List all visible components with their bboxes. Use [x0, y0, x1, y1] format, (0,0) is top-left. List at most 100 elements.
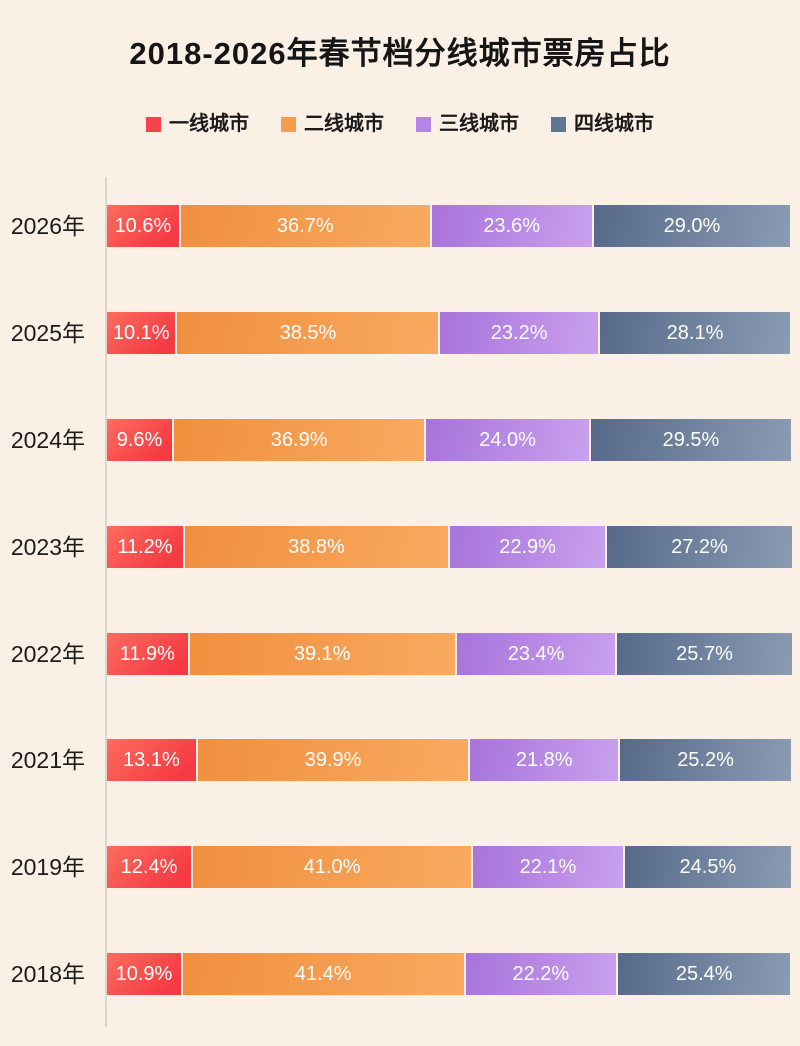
bar-rows: 2026年 10.6% 36.7% 23.6% 29.0% 2025年 10.1% 38.5%… — [11, 177, 797, 1032]
segment-value-label: 36.9% — [270, 428, 328, 451]
segment-value-label: 13.1% — [123, 749, 180, 772]
bar-segment-tier4: 25.4% — [618, 953, 791, 996]
segment-value-label: 41.0% — [303, 856, 361, 879]
segment-value-label: 27.2% — [671, 535, 728, 558]
year-label: 2019年 — [10, 854, 85, 881]
chart-row: 2025年 10.1% 38.5% 23.2% 28.1% — [11, 284, 797, 391]
legend-item-tier1: 一线城市 — [146, 114, 249, 134]
bar-segment-tier3: 21.8% — [470, 739, 619, 782]
bar-segment-tier2: 36.9% — [174, 418, 425, 461]
segment-value-label: 22.9% — [499, 535, 556, 558]
stacked-bar: 9.6% 36.9% 24.0% 29.5% — [107, 418, 791, 461]
chart-row: 2026年 10.6% 36.7% 23.6% 29.0% — [11, 177, 797, 284]
bar-segment-tier1: 11.9% — [107, 632, 188, 675]
segment-value-label: 22.1% — [519, 856, 577, 879]
segment-value-label: 38.5% — [279, 321, 337, 344]
year-label: 2022年 — [10, 640, 85, 667]
bar-segment-tier1: 10.1% — [107, 311, 176, 354]
bar-segment-tier1: 9.6% — [107, 418, 173, 461]
bar-segment-tier1: 10.9% — [107, 953, 181, 996]
chart-row: 2024年 9.6% 36.9% 24.0% 29.5% — [11, 391, 797, 498]
bar-segment-tier2: 36.7% — [180, 205, 430, 247]
chart-title: 2018-2026年春节档分线城市票房占比 — [129, 36, 671, 71]
bar-segment-tier3: 22.9% — [449, 525, 606, 568]
year-label: 2024年 — [10, 426, 85, 453]
bar-segment-tier4: 25.2% — [620, 739, 791, 782]
segment-value-label: 39.9% — [304, 749, 362, 772]
legend: 一线城市 二线城市 三线城市 四线城市 — [0, 114, 800, 134]
year-label: 2018年 — [10, 961, 85, 988]
bar-segment-tier3: 23.4% — [456, 632, 616, 675]
segment-value-label: 36.7% — [276, 215, 334, 237]
bar-segment-tier2: 41.0% — [193, 846, 472, 889]
segment-value-label: 22.2% — [512, 963, 570, 986]
segment-value-label: 25.4% — [675, 963, 733, 986]
segment-value-label: 10.9% — [115, 963, 173, 986]
segment-value-label: 10.6% — [114, 215, 172, 237]
year-label: 2023年 — [10, 533, 85, 560]
stacked-bar: 13.1% 39.9% 21.8% 25.2% — [107, 739, 791, 782]
bar-segment-tier2: 41.4% — [182, 953, 464, 996]
segment-value-label: 39.1% — [293, 642, 351, 665]
year-label: 2026年 — [10, 213, 85, 239]
bar-segment-tier1: 13.1% — [107, 739, 196, 782]
chart-row: 2022年 11.9% 39.1% 23.4% 25.7% — [11, 605, 797, 712]
legend-item-tier4: 四线城市 — [551, 114, 654, 134]
segment-value-label: 38.8% — [288, 535, 345, 558]
bar-segment-tier1: 11.2% — [107, 525, 183, 568]
stacked-bar: 11.9% 39.1% 23.4% 25.7% — [107, 632, 792, 675]
segment-value-label: 28.1% — [666, 321, 724, 344]
bar-segment-tier3: 24.0% — [426, 418, 589, 461]
segment-value-label: 21.8% — [515, 749, 573, 772]
segment-value-label: 24.5% — [679, 856, 737, 879]
legend-item-tier2: 二线城市 — [281, 114, 384, 134]
legend-label: 一线城市 — [169, 113, 249, 135]
segment-value-label: 29.5% — [662, 428, 720, 451]
segment-value-label: 9.6% — [116, 428, 163, 451]
stacked-bar: 10.6% 36.7% 23.6% 29.0% — [107, 205, 791, 247]
plot-area: 2026年 10.6% 36.7% 23.6% 29.0% 2025年 10.1% 38.5%… — [11, 177, 797, 1032]
chart-row: 2021年 13.1% 39.9% 21.8% 25.2% — [11, 711, 797, 818]
y-axis-line — [105, 177, 107, 1027]
segment-value-label: 11.9% — [119, 642, 175, 665]
bar-segment-tier4: 27.2% — [607, 525, 792, 568]
bar-segment-tier2: 38.8% — [184, 525, 448, 568]
segment-value-label: 29.0% — [663, 215, 721, 237]
legend-swatch-icon — [551, 116, 566, 132]
segment-value-label: 12.4% — [120, 856, 178, 879]
legend-label: 四线城市 — [574, 113, 654, 135]
stacked-bar: 10.1% 38.5% 23.2% 28.1% — [107, 311, 791, 354]
segment-value-label: 25.7% — [676, 642, 733, 665]
bar-segment-tier4: 29.5% — [590, 418, 791, 461]
bar-segment-tier3: 23.6% — [431, 205, 592, 247]
bar-segment-tier2: 39.9% — [197, 739, 469, 782]
bar-segment-tier4: 25.7% — [617, 632, 792, 675]
segment-value-label: 23.6% — [483, 215, 541, 237]
segment-value-label: 25.2% — [677, 749, 734, 772]
legend-label: 二线城市 — [304, 113, 384, 135]
bar-segment-tier3: 22.1% — [473, 846, 623, 889]
segment-value-label: 24.0% — [479, 428, 536, 451]
segment-value-label: 23.4% — [507, 642, 565, 665]
chart-row: 2023年 11.2% 38.8% 22.9% 27.2% — [11, 498, 797, 605]
year-label: 2025年 — [10, 319, 85, 346]
stacked-bar: 10.9% 41.4% 22.2% 25.4% — [107, 953, 791, 996]
stacked-bar: 12.4% 41.0% 22.1% 24.5% — [107, 846, 791, 889]
bar-segment-tier3: 23.2% — [440, 311, 598, 354]
bar-segment-tier4: 28.1% — [599, 311, 791, 354]
chart-row: 2019年 12.4% 41.0% 22.1% 24.5% — [11, 818, 797, 925]
chart-row: 2018年 10.9% 41.4% 22.2% 25.4% — [11, 925, 797, 1032]
legend-swatch-icon — [281, 116, 296, 132]
bar-segment-tier2: 39.1% — [189, 632, 455, 675]
legend-item-tier3: 三线城市 — [416, 114, 519, 134]
legend-label: 三线城市 — [439, 113, 519, 135]
year-label: 2021年 — [10, 747, 85, 774]
bar-segment-tier2: 38.5% — [177, 311, 439, 354]
bar-segment-tier3: 22.2% — [465, 953, 617, 996]
bar-segment-tier4: 24.5% — [624, 846, 791, 889]
stacked-bar: 11.2% 38.8% 22.9% 27.2% — [107, 525, 792, 568]
bar-segment-tier4: 29.0% — [593, 205, 791, 247]
bar-segment-tier1: 12.4% — [107, 846, 192, 889]
legend-swatch-icon — [416, 116, 431, 132]
